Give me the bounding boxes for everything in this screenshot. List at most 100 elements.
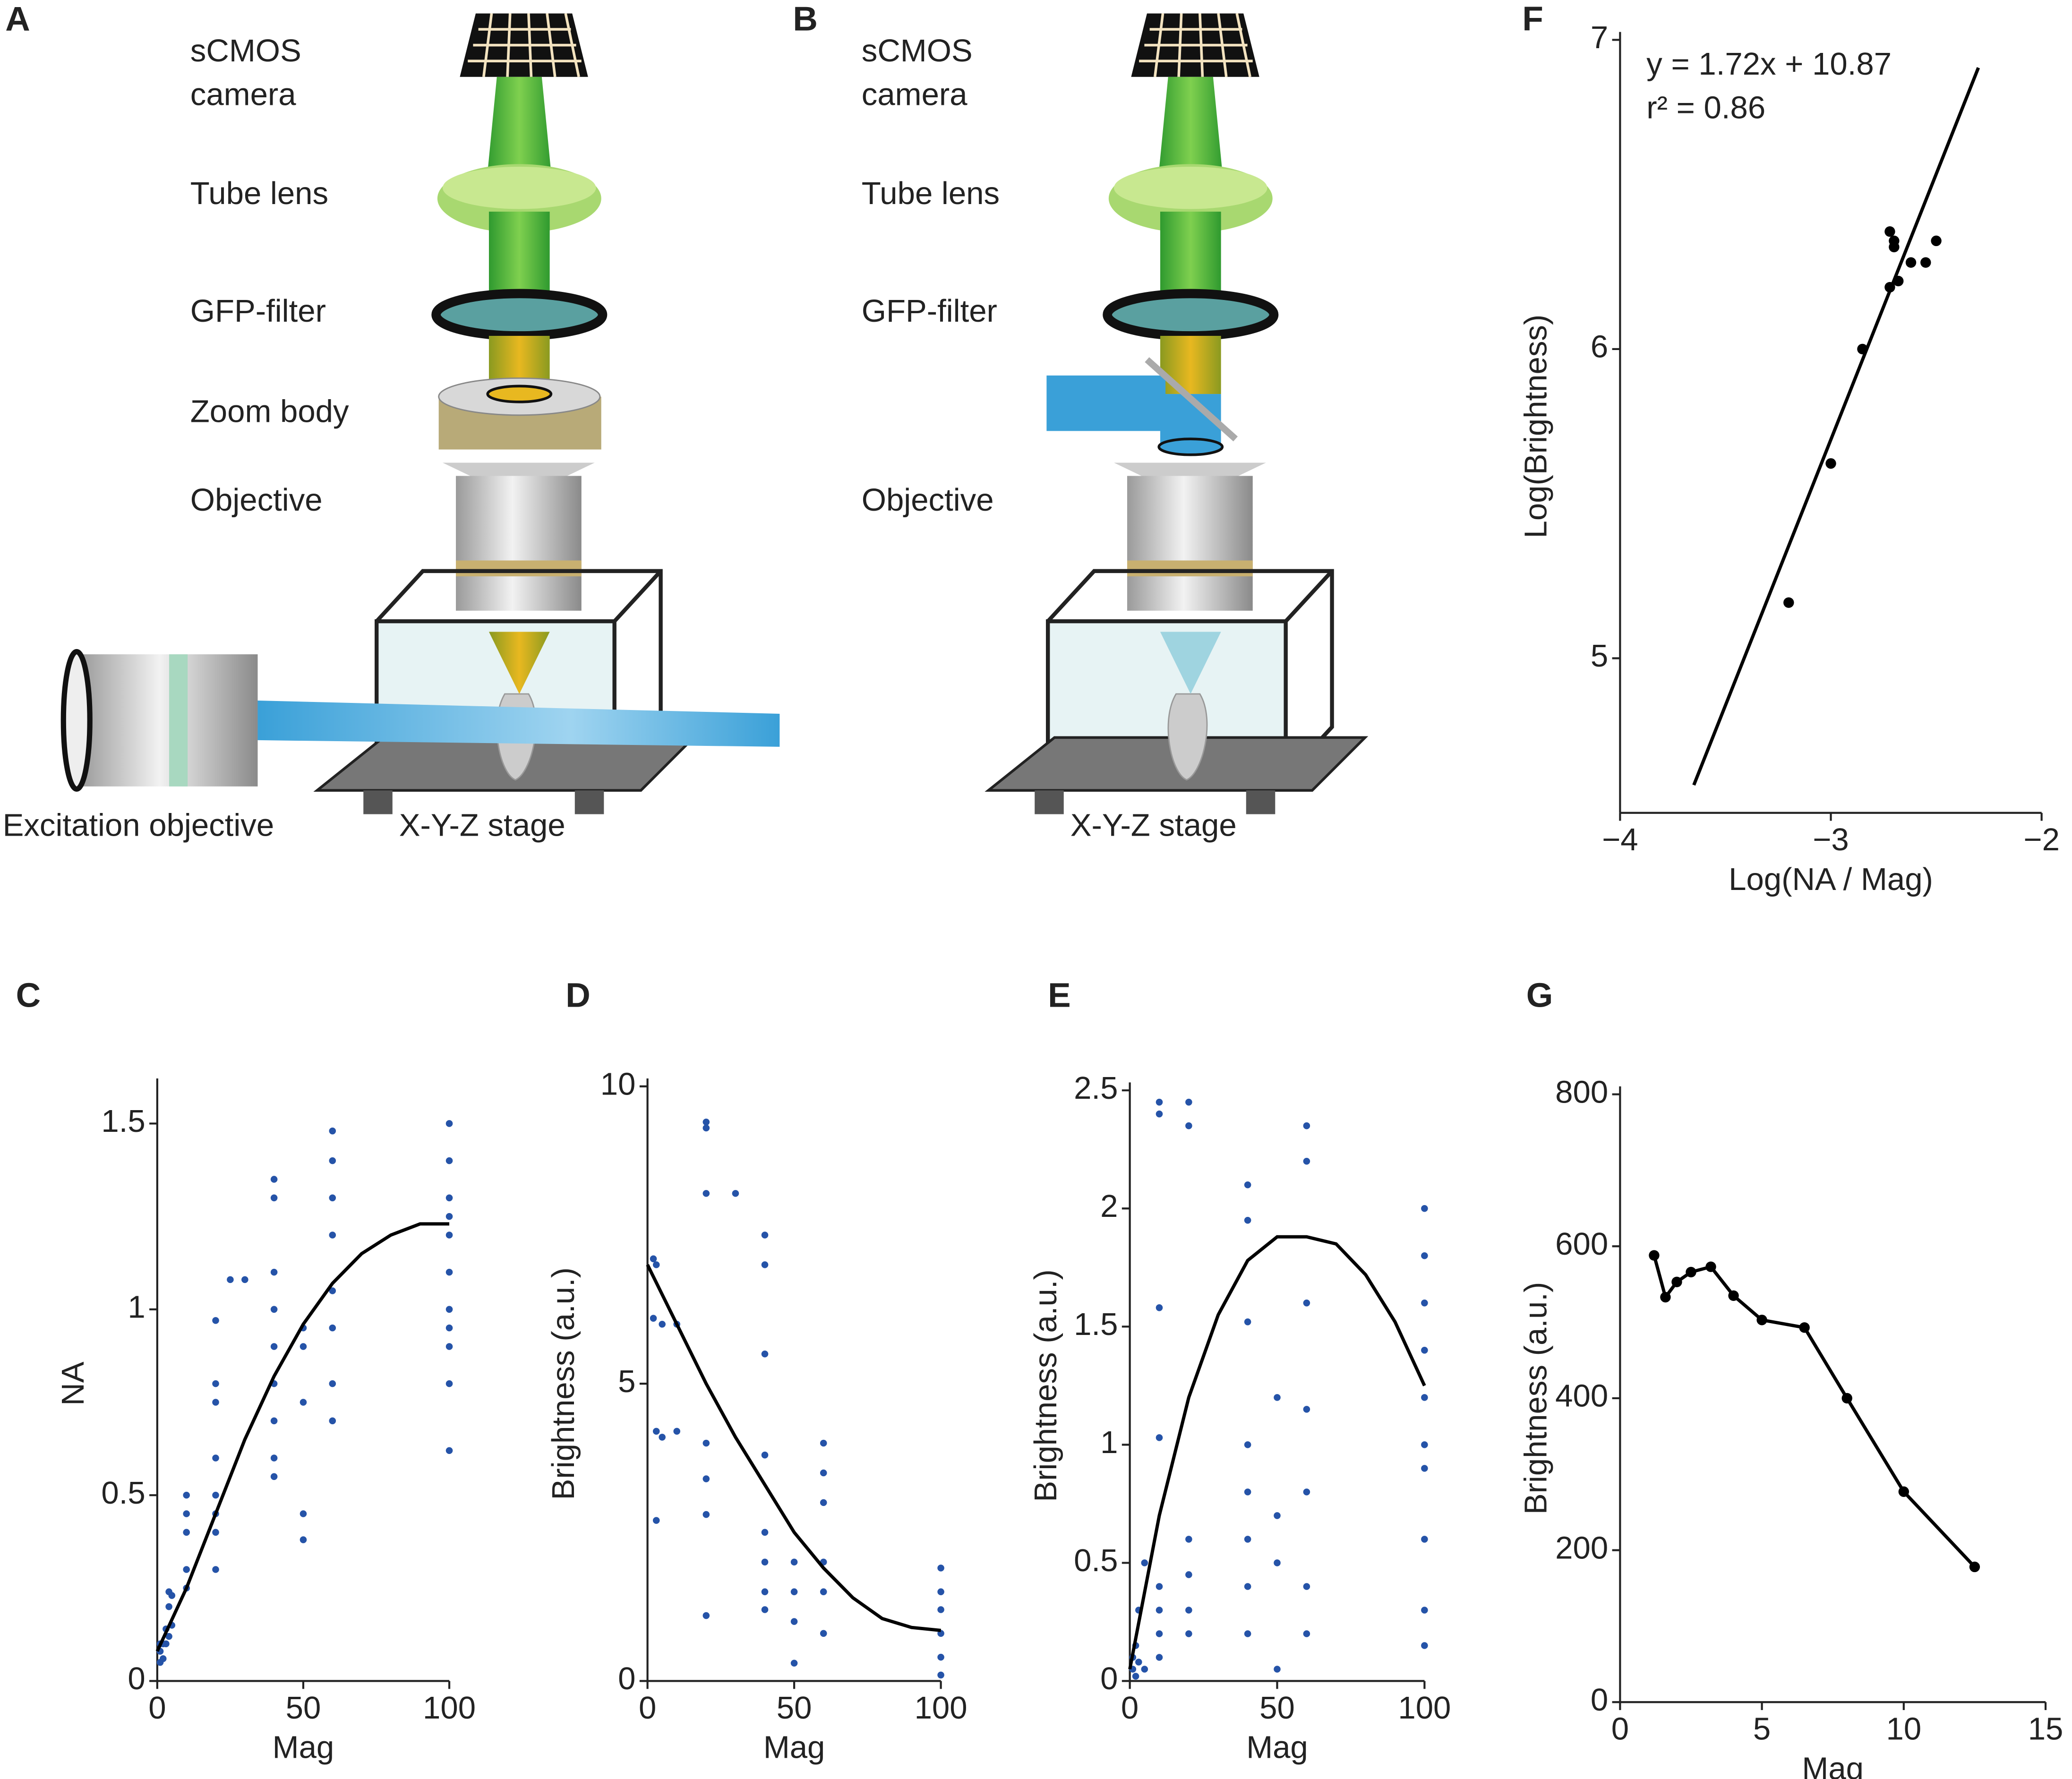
point [1660,1291,1671,1303]
point [652,1428,660,1435]
point [1884,226,1895,237]
point [702,1119,710,1126]
label: GFP-filter [190,293,326,329]
line [1128,1235,1426,1670]
point [329,1380,336,1387]
point [329,1417,336,1425]
point [1156,1654,1163,1661]
point [165,1603,172,1610]
panel-label: F [1522,0,1543,38]
point [1421,1205,1428,1212]
point [270,1268,278,1276]
point [820,1439,827,1447]
point [183,1529,190,1536]
point [1132,1673,1139,1680]
label: camera [862,77,968,112]
point [329,1287,336,1294]
label: camera [190,77,296,112]
x-tick-label: 100 [423,1690,476,1726]
point [1303,1488,1310,1496]
x-axis-label: Mag [273,1730,334,1765]
point [1783,597,1794,608]
point [732,1190,739,1197]
label: Excitation objective [3,807,274,843]
point [445,1306,453,1313]
point [1244,1441,1251,1448]
x-tick-label: 50 [286,1690,321,1726]
y-axis-label: Log(Brightness) [1518,315,1554,539]
label: X-Y-Z stage [399,807,565,843]
panel-label: E [1048,976,1071,1015]
point [1421,1252,1428,1259]
dichroic-mirror [1145,357,1238,442]
point [445,1213,453,1220]
point [1825,458,1836,469]
y-tick-label: 0 [128,1661,145,1696]
aperture [1157,437,1224,456]
y-tick-label: 10 [600,1067,636,1102]
point [1841,1393,1852,1404]
label: Tube lens [862,176,1000,211]
annotation: r² = 0.86 [1646,90,1765,125]
point [1686,1266,1696,1278]
point [165,1633,172,1640]
point [1244,1216,1251,1224]
point [1244,1488,1251,1496]
point [1156,1583,1163,1590]
point [702,1190,710,1197]
point [270,1306,278,1313]
x-axis-label: Mag [1802,1751,1864,1779]
point [227,1276,234,1283]
line [1652,1255,1976,1568]
y-tick-label: 0 [1100,1661,1118,1696]
point [790,1588,798,1595]
label: X-Y-Z stage [1070,807,1237,843]
point [790,1659,798,1667]
point [329,1127,336,1135]
label: GFP-filter [862,293,997,329]
y-tick-label: 7 [1591,20,1608,55]
point [761,1558,769,1566]
excitation-beam [1046,375,1166,431]
point [445,1157,453,1164]
point [270,1473,278,1480]
x-tick-label: −3 [1813,822,1849,857]
point [1799,1322,1810,1333]
point [1274,1512,1281,1519]
point [790,1618,798,1625]
y-tick-label: 1 [128,1290,145,1325]
point [1156,1304,1163,1311]
point [937,1588,944,1595]
point [445,1194,453,1202]
point [241,1276,248,1283]
annotation: y = 1.72x + 10.87 [1646,46,1892,82]
point [270,1194,278,1202]
point [1421,1465,1428,1472]
point [761,1606,769,1613]
point [212,1454,219,1462]
excitation-cone [1160,632,1221,694]
x-tick-label: 0 [148,1690,166,1726]
point [1185,1571,1192,1578]
y-tick-label: 6 [1591,329,1608,365]
label: Objective [190,482,323,518]
x-axis-label: Log(NA / Mag) [1729,862,1933,897]
point [790,1558,798,1566]
point [650,1255,657,1263]
y-tick-label: 5 [618,1364,635,1399]
point [1135,1659,1142,1666]
point [1303,1122,1310,1129]
point [329,1194,336,1202]
point [445,1268,453,1276]
point [1421,1642,1428,1649]
point [1303,1630,1310,1637]
point [1244,1536,1251,1543]
point [1185,1607,1192,1614]
point [1421,1300,1428,1307]
point [445,1232,453,1239]
y-tick-label: 5 [1591,638,1608,674]
point [445,1324,453,1332]
point [445,1380,453,1387]
